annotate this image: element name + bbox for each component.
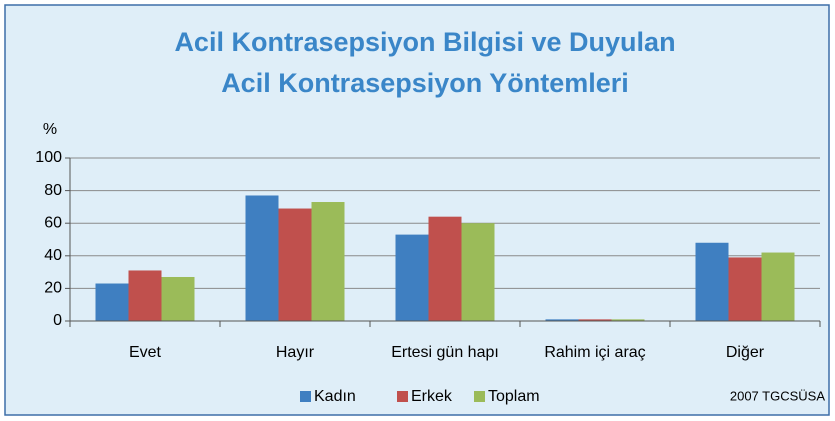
legend-label: Erkek [411, 388, 453, 405]
y-tick-label: 20 [44, 280, 62, 297]
bar [428, 216, 462, 321]
bar [695, 242, 729, 321]
bar [311, 202, 345, 321]
bar [578, 319, 612, 321]
bar [95, 283, 129, 321]
bar [545, 319, 579, 321]
x-tick-label: Rahim içi araç [544, 344, 645, 361]
source: 2007 TGCSÜSA [730, 388, 825, 403]
x-tick-label: Diğer [726, 344, 765, 361]
y-tick-label: 80 [44, 182, 62, 199]
x-tick-label: Hayır [276, 344, 315, 361]
bar [461, 223, 495, 321]
bar [278, 208, 312, 321]
legend-swatch [397, 391, 408, 402]
bar [128, 270, 162, 321]
bar [395, 234, 429, 321]
legend-label: Kadın [314, 388, 356, 405]
legend-label: Toplam [488, 388, 540, 405]
x-tick-label: Ertesi gün hapı [391, 344, 499, 361]
chart-frame [4, 4, 830, 416]
legend-swatch [474, 391, 485, 402]
chart-title: Acil Kontrasepsiyon Bilgisi ve Duyulan A… [174, 27, 676, 98]
bar [161, 276, 195, 321]
legend-swatch [300, 391, 311, 402]
bar [761, 252, 795, 321]
y-tick-label: 60 [44, 214, 62, 231]
bar [611, 319, 645, 321]
y-axis-label: % [43, 121, 57, 138]
y-tick-label: 40 [44, 247, 62, 264]
bar [245, 195, 279, 321]
y-tick-label: 100 [35, 149, 62, 166]
bar [728, 257, 762, 321]
y-tick-label: 0 [53, 312, 62, 329]
x-tick-label: Evet [129, 344, 162, 361]
